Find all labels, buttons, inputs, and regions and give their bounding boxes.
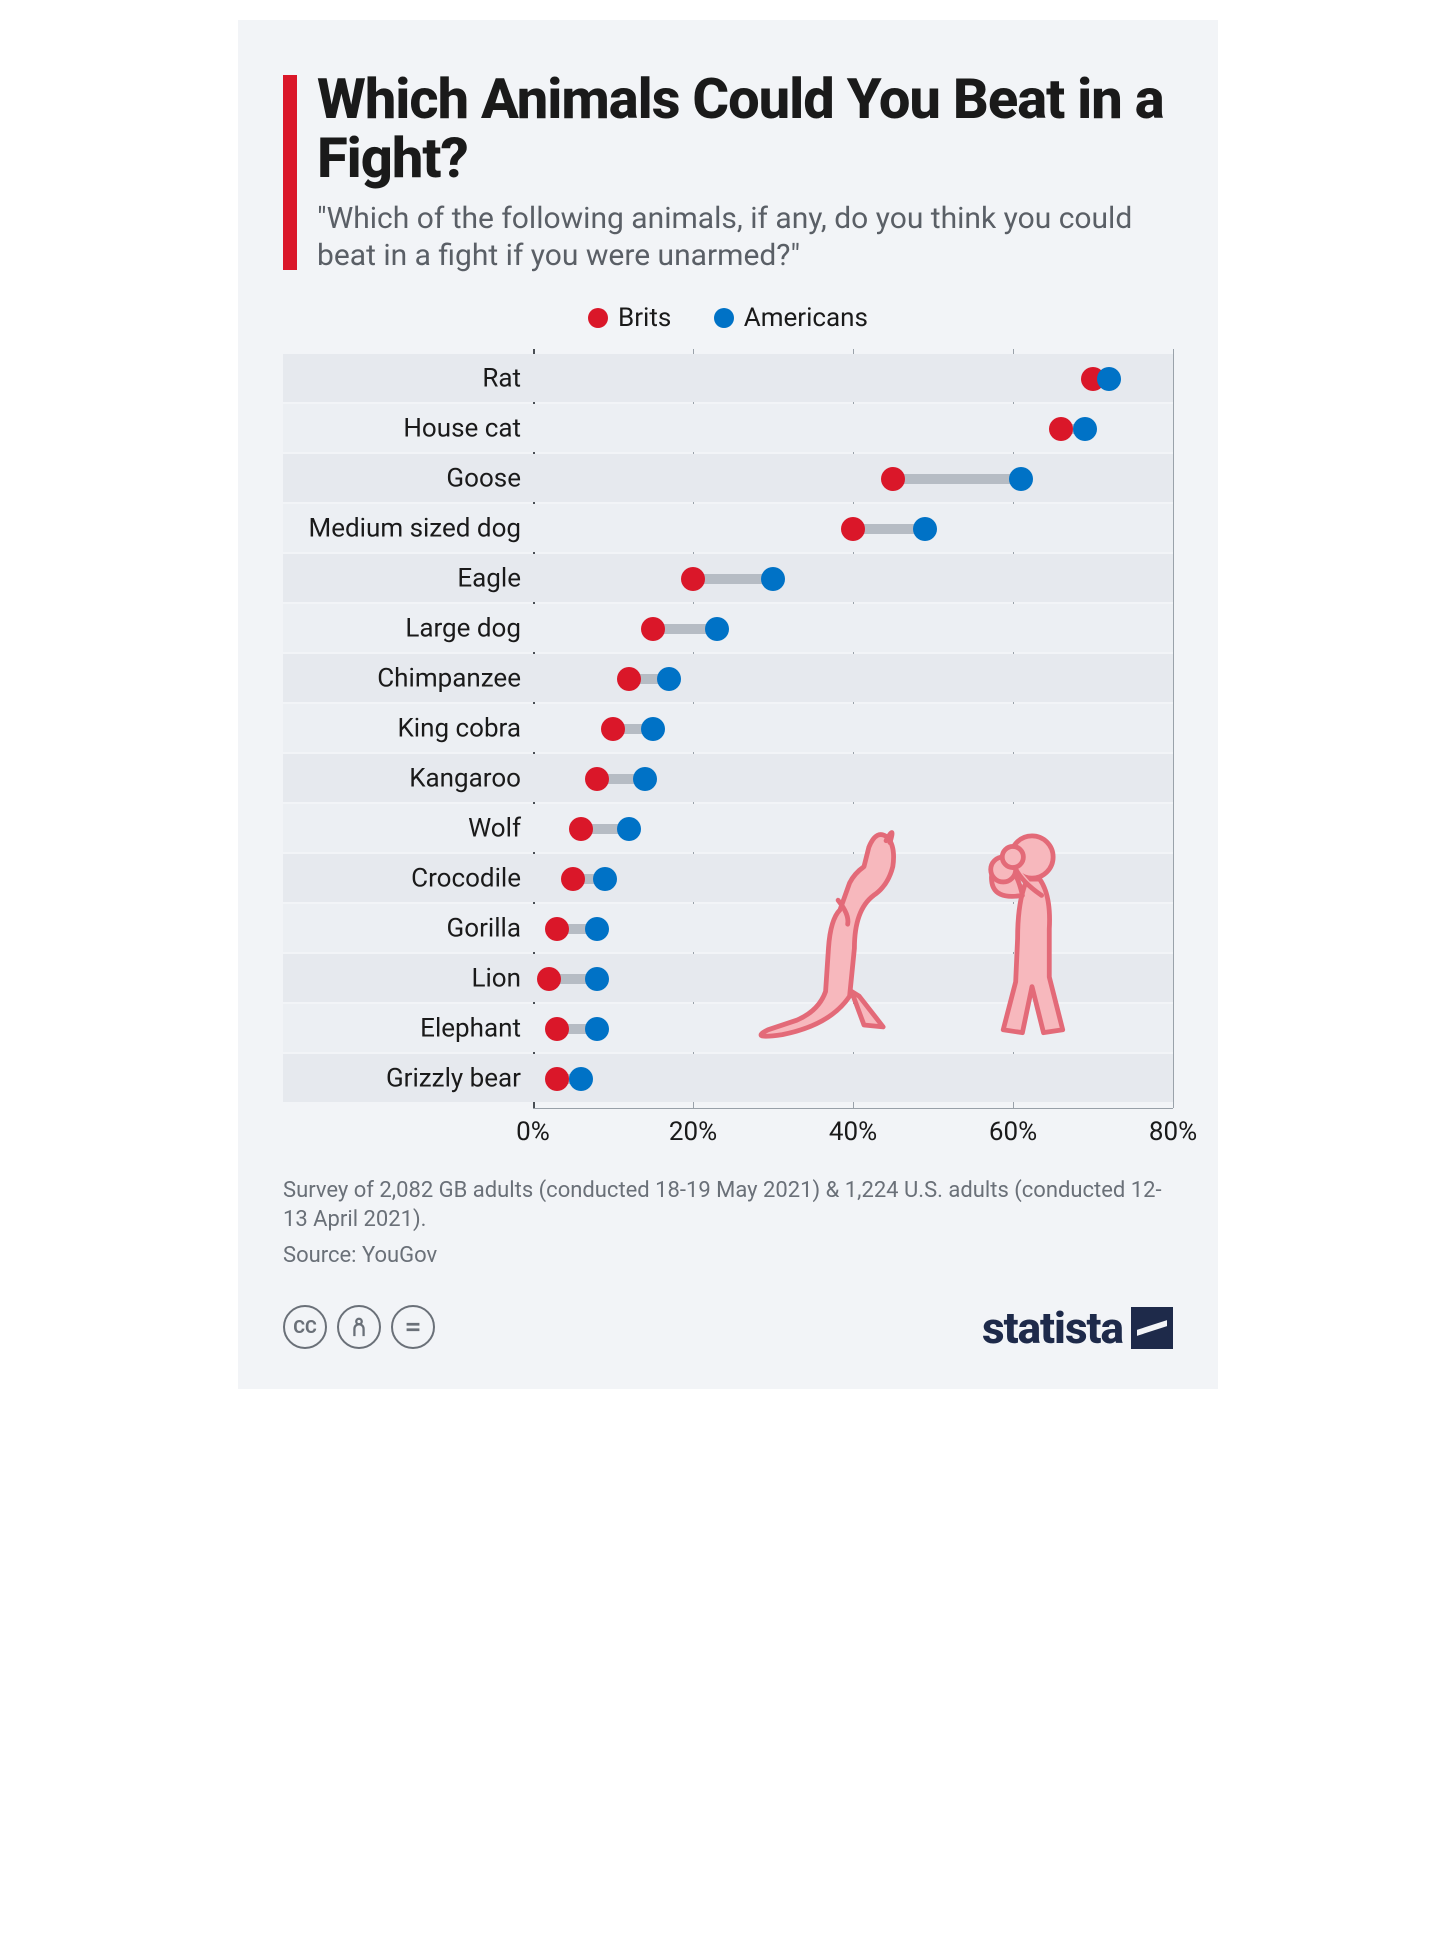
row-label: Gorilla — [447, 913, 521, 943]
row-label: House cat — [403, 413, 521, 443]
chart-subtitle: "Which of the following animals, if any,… — [283, 200, 1173, 275]
legend-label-brits: Brits — [618, 303, 671, 333]
dot-brits — [585, 767, 609, 791]
dot-americans — [569, 1067, 593, 1091]
dot-brits — [1049, 417, 1073, 441]
row-label: Rat — [482, 363, 521, 393]
row-label: Lion — [471, 963, 521, 993]
dot-brits — [569, 817, 593, 841]
dot-americans — [657, 667, 681, 691]
chart-row: Rat — [533, 354, 1173, 404]
dot-americans — [1009, 467, 1033, 491]
dot-americans — [705, 617, 729, 641]
dot-brits — [601, 717, 625, 741]
dot-brits — [545, 1017, 569, 1041]
dot-americans — [585, 917, 609, 941]
dot-brits — [617, 667, 641, 691]
dot-brits — [537, 967, 561, 991]
footer: CC statista — [283, 1301, 1173, 1354]
chart-row: House cat — [533, 404, 1173, 454]
dot-americans — [913, 517, 937, 541]
row-background — [283, 354, 1173, 402]
row-label: King cobra — [397, 713, 521, 743]
row-label: Kangaroo — [409, 763, 521, 793]
dot-americans — [585, 1017, 609, 1041]
row-label: Eagle — [457, 563, 521, 593]
chart-row: Eagle — [533, 554, 1173, 604]
chart-row: Kangaroo — [533, 754, 1173, 804]
dot-brits — [561, 867, 585, 891]
x-tick-label: 20% — [669, 1117, 717, 1147]
chart-row: Elephant — [533, 1004, 1173, 1054]
x-tick-label: 60% — [989, 1117, 1037, 1147]
brand-mark-icon — [1131, 1307, 1173, 1349]
dot-brits — [841, 517, 865, 541]
brand-logo: statista — [982, 1301, 1173, 1354]
dot-americans — [1097, 367, 1121, 391]
chart-row: Wolf — [533, 804, 1173, 854]
chart-row: Medium sized dog — [533, 504, 1173, 554]
row-label: Crocodile — [411, 863, 521, 893]
dot-americans — [593, 867, 617, 891]
dot-brits — [641, 617, 665, 641]
chart-row: King cobra — [533, 704, 1173, 754]
row-label: Wolf — [468, 813, 521, 843]
row-label: Grizzly bear — [386, 1063, 521, 1093]
legend-dot-americans — [714, 308, 734, 328]
header: Which Animals Could You Beat in a Fight?… — [283, 70, 1173, 275]
dot-brits — [545, 917, 569, 941]
dot-brits — [881, 467, 905, 491]
footnote: Survey of 2,082 GB adults (conducted 18-… — [283, 1176, 1173, 1235]
row-background — [283, 804, 1173, 852]
gridline — [1173, 349, 1174, 1108]
by-icon — [337, 1305, 381, 1349]
license-icons: CC — [283, 1305, 435, 1349]
row-label: Medium sized dog — [309, 513, 521, 543]
chart-row: Chimpanzee — [533, 654, 1173, 704]
dot-americans — [585, 967, 609, 991]
dot-americans — [617, 817, 641, 841]
legend-item-americans: Americans — [714, 303, 868, 333]
row-background — [283, 954, 1173, 1002]
legend-label-americans: Americans — [744, 303, 868, 333]
chart-row: Lion — [533, 954, 1173, 1004]
row-background — [283, 1004, 1173, 1052]
cc-icon: CC — [283, 1305, 327, 1349]
chart-row: Grizzly bear — [533, 1054, 1173, 1104]
dot-brits — [681, 567, 705, 591]
row-label: Goose — [446, 463, 521, 493]
chart-row: Large dog — [533, 604, 1173, 654]
legend-item-brits: Brits — [588, 303, 671, 333]
row-label: Chimpanzee — [377, 663, 521, 693]
row-label: Large dog — [405, 613, 521, 643]
dot-americans — [761, 567, 785, 591]
dot-americans — [633, 767, 657, 791]
dot-americans — [1073, 417, 1097, 441]
nd-icon — [391, 1305, 435, 1349]
chart: RatHouse catGooseMedium sized dogEagleLa… — [283, 349, 1173, 1154]
legend-dot-brits — [588, 308, 608, 328]
source: Source: YouGov — [283, 1241, 1173, 1271]
brand-text: statista — [982, 1302, 1123, 1354]
legend: Brits Americans — [283, 303, 1173, 335]
chart-row: Goose — [533, 454, 1173, 504]
x-tick-label: 80% — [1149, 1117, 1197, 1147]
chart-title: Which Animals Could You Beat in a Fight? — [283, 70, 1173, 188]
infographic-container: Which Animals Could You Beat in a Fight?… — [238, 20, 1218, 1389]
plot-area: RatHouse catGooseMedium sized dogEagleLa… — [533, 349, 1173, 1109]
x-tick-label: 0% — [516, 1117, 550, 1147]
row-background — [283, 904, 1173, 952]
chart-row: Gorilla — [533, 904, 1173, 954]
row-background — [283, 454, 1173, 502]
x-tick-label: 40% — [829, 1117, 877, 1147]
dot-brits — [545, 1067, 569, 1091]
connector — [893, 474, 1021, 484]
chart-row: Crocodile — [533, 854, 1173, 904]
row-label: Elephant — [420, 1013, 521, 1043]
dot-americans — [641, 717, 665, 741]
accent-bar — [283, 75, 297, 270]
x-axis: 0%20%40%60%80% — [533, 1109, 1173, 1154]
